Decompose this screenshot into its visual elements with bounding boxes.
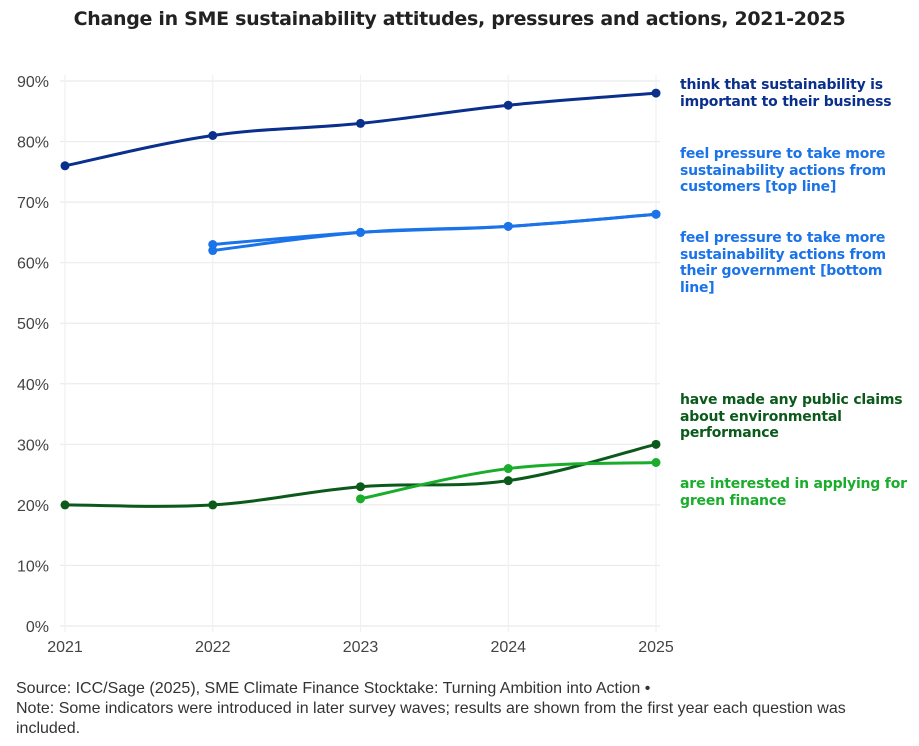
gridlines xyxy=(60,75,660,632)
data-point-3 xyxy=(503,476,513,486)
data-point-2 xyxy=(503,221,513,231)
y-tick-label: 20% xyxy=(17,498,49,515)
data-point-0 xyxy=(356,118,365,128)
y-tick-label: 10% xyxy=(17,558,49,575)
data-point-4 xyxy=(503,464,513,474)
data-point-0 xyxy=(208,131,218,140)
chart-footer: Source: ICC/Sage (2025), SME Climate Fin… xyxy=(16,679,906,739)
x-tick-label: 2023 xyxy=(343,639,379,656)
label-claims: have made any public claims about enviro… xyxy=(680,392,903,441)
y-tick-label: 50% xyxy=(17,316,49,333)
label-finance: are interested in applying for green fin… xyxy=(680,476,907,509)
chart-title: Change in SME sustainability attitudes, … xyxy=(73,8,846,30)
data-point-0 xyxy=(503,100,513,110)
x-tick-label: 2021 xyxy=(47,639,83,656)
data-point-3 xyxy=(60,500,70,510)
x-tick-label: 2022 xyxy=(195,639,231,656)
data-point-0 xyxy=(60,161,70,171)
data-point-2 xyxy=(651,209,661,219)
methodology-note: Note: Some indicators were introduced in… xyxy=(16,700,846,737)
x-axis: 2021 2022 2023 2024 2025 xyxy=(47,639,674,656)
x-tick-label: 2025 xyxy=(638,639,674,656)
y-tick-label: 30% xyxy=(17,437,49,454)
data-point-3 xyxy=(208,500,218,510)
y-axis: 0% 10% 20% 30% 40% 50% 60% 70% 80% 90% xyxy=(17,74,49,636)
data-point-0 xyxy=(651,88,661,98)
y-tick-label: 60% xyxy=(17,256,49,273)
series-points xyxy=(60,88,661,510)
y-tick-label: 70% xyxy=(17,195,49,212)
series-line-2 xyxy=(211,212,658,253)
label-customers: feel pressure to take more sustainabilit… xyxy=(680,146,886,195)
label-government: feel pressure to take more sustainabilit… xyxy=(680,230,886,296)
label-important: think that sustainability is important t… xyxy=(680,77,892,110)
y-tick-label: 40% xyxy=(17,377,49,394)
data-point-3 xyxy=(651,439,661,449)
data-point-2 xyxy=(356,227,365,237)
y-tick-label: 80% xyxy=(17,135,49,152)
y-tick-label: 90% xyxy=(17,74,49,91)
y-tick-label: 0% xyxy=(26,619,49,636)
data-point-4 xyxy=(356,494,365,504)
data-point-3 xyxy=(356,482,365,492)
data-point-2 xyxy=(208,246,218,256)
x-tick-label: 2024 xyxy=(490,639,526,656)
source-note: Source: ICC/Sage (2025), SME Climate Fin… xyxy=(16,680,651,697)
data-point-4 xyxy=(651,458,661,467)
